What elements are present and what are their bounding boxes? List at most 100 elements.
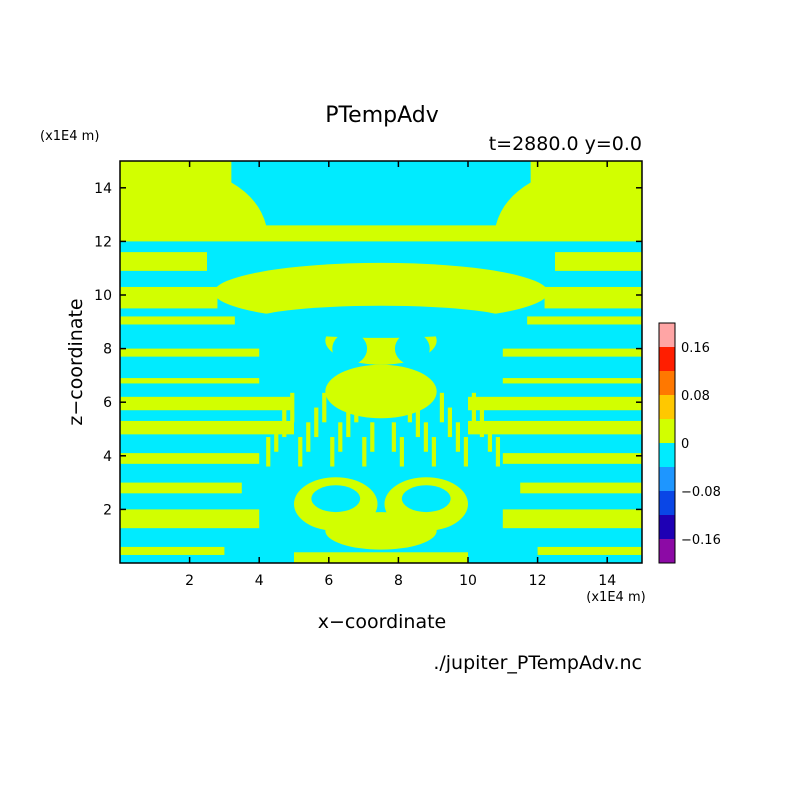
positive-region <box>468 420 642 435</box>
positive-region <box>120 420 294 435</box>
positive-region <box>468 396 642 411</box>
field-layer <box>120 161 642 563</box>
plot-frame <box>119 160 643 564</box>
positive-region <box>120 348 260 357</box>
x-tick-label: 12 <box>529 573 547 589</box>
x-tick-label: 2 <box>185 573 194 589</box>
negative-region <box>248 305 514 338</box>
source-file-label: ./jupiter_PTempAdv.nc <box>433 652 642 674</box>
x-axis-label: x−coordinate <box>318 611 447 633</box>
colorbar-swatch <box>659 347 675 371</box>
positive-region <box>502 453 642 464</box>
colorbar-swatch <box>659 539 675 563</box>
y-tick-label: 14 <box>94 181 112 197</box>
negative-region <box>311 485 361 513</box>
colorbar-swatch <box>659 491 675 515</box>
colorbar-tick-label: 0.08 <box>681 389 710 404</box>
chart-title: PTempAdv <box>325 103 439 128</box>
y-tick-label: 6 <box>103 395 112 411</box>
positive-region <box>120 509 260 529</box>
negative-region <box>401 485 451 513</box>
colorbar-tick-label: 0.16 <box>681 341 710 356</box>
y-tick-label: 10 <box>94 288 112 304</box>
positive-region <box>314 407 319 438</box>
positive-region <box>294 552 468 563</box>
negative-region <box>231 161 531 226</box>
positive-region <box>282 407 287 438</box>
chart-subtitle: t=2880.0 y=0.0 <box>489 133 642 155</box>
positive-region <box>544 286 642 309</box>
y-axis: 2 4 6 8 10 12 14 <box>94 181 642 518</box>
positive-region <box>290 392 295 423</box>
colorbar-swatch <box>659 515 675 539</box>
positive-region <box>415 407 420 438</box>
colorbar: −0.16 −0.08 0 0.08 0.16 <box>658 322 721 564</box>
positive-region <box>325 512 437 550</box>
positive-region <box>120 286 218 309</box>
positive-region <box>447 407 452 438</box>
positive-region <box>266 437 271 467</box>
positive-region <box>502 509 642 529</box>
positive-region <box>298 437 303 467</box>
positive-region <box>487 422 493 452</box>
positive-region <box>463 437 468 467</box>
y-unit-label: (x1E4 m) <box>40 129 99 144</box>
positive-region <box>346 407 351 438</box>
positive-region <box>471 392 477 423</box>
positive-region <box>520 482 642 494</box>
positive-region <box>555 252 642 271</box>
x-axis: 2 4 6 8 10 12 14 <box>185 161 616 589</box>
positive-region <box>213 262 549 322</box>
y-tick-label: 4 <box>103 449 112 465</box>
positive-region <box>362 437 367 467</box>
positive-region <box>391 422 396 452</box>
colorbar-swatch <box>659 395 675 419</box>
colorbar-tick-label: −0.16 <box>681 533 721 548</box>
positive-region <box>274 422 279 452</box>
positive-region <box>399 437 404 467</box>
positive-region <box>502 348 642 357</box>
negative-region <box>332 332 368 365</box>
colorbar-swatch <box>659 323 675 347</box>
colorbar-swatch <box>659 419 675 443</box>
x-tick-label: 4 <box>255 573 264 589</box>
positive-region <box>479 407 485 438</box>
colorbar-tick-label: 0 <box>681 437 689 452</box>
positive-region <box>407 392 412 423</box>
positive-region <box>502 378 642 384</box>
colorbar-swatch <box>659 371 675 395</box>
positive-region <box>330 437 335 467</box>
plot-area <box>120 161 642 563</box>
colorbar-swatch <box>659 467 675 491</box>
colorbar-frame <box>658 322 676 564</box>
positive-region <box>120 482 242 494</box>
x-tick-label: 6 <box>324 573 333 589</box>
positive-region <box>120 378 260 384</box>
positive-region <box>120 252 207 271</box>
positive-region <box>431 437 436 467</box>
negative-region <box>394 332 430 365</box>
positive-region <box>120 546 225 555</box>
x-tick-label: 8 <box>394 573 403 589</box>
positive-region <box>120 453 260 464</box>
positive-region <box>120 316 235 325</box>
y-tick-label: 8 <box>103 342 112 358</box>
positive-region <box>455 422 460 452</box>
colorbar-swatch <box>659 443 675 467</box>
positive-region <box>354 392 359 423</box>
x-tick-label: 10 <box>459 573 477 589</box>
positive-region <box>495 437 501 467</box>
y-tick-label: 12 <box>94 234 112 250</box>
positive-region <box>306 422 311 452</box>
positive-region <box>439 392 444 423</box>
y-axis-label: z−coordinate <box>65 298 87 425</box>
colorbar-tick-label: −0.08 <box>681 485 721 500</box>
x-tick-label: 14 <box>598 573 616 589</box>
y-tick-label: 2 <box>103 502 112 518</box>
positive-region <box>338 422 343 452</box>
positive-region <box>370 422 375 452</box>
positive-region <box>120 396 294 411</box>
positive-region <box>527 316 642 325</box>
x-unit-label: (x1E4 m) <box>586 590 645 605</box>
